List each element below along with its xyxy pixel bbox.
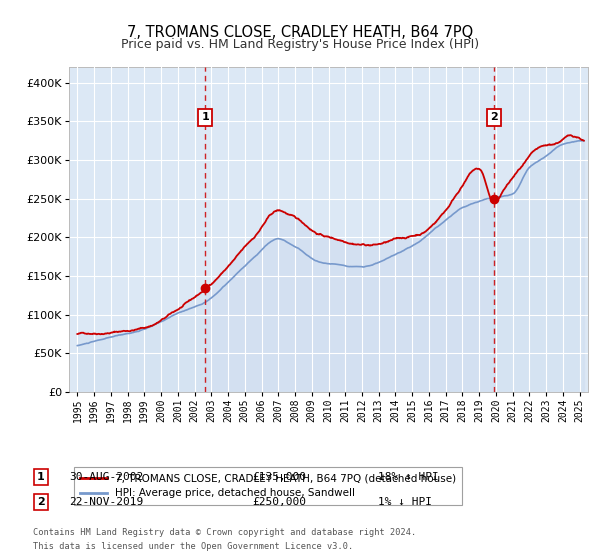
Text: 2: 2	[490, 113, 498, 123]
Text: This data is licensed under the Open Government Licence v3.0.: This data is licensed under the Open Gov…	[33, 542, 353, 550]
Text: 18% ↑ HPI: 18% ↑ HPI	[378, 472, 439, 482]
Text: 2: 2	[37, 497, 44, 507]
Text: 22-NOV-2019: 22-NOV-2019	[69, 497, 143, 507]
Text: £250,000: £250,000	[252, 497, 306, 507]
Text: 30-AUG-2002: 30-AUG-2002	[69, 472, 143, 482]
Text: 1: 1	[37, 472, 44, 482]
Text: Contains HM Land Registry data © Crown copyright and database right 2024.: Contains HM Land Registry data © Crown c…	[33, 528, 416, 536]
Text: £135,000: £135,000	[252, 472, 306, 482]
Legend: 7, TROMANS CLOSE, CRADLEY HEATH, B64 7PQ (detached house), HPI: Average price, d: 7, TROMANS CLOSE, CRADLEY HEATH, B64 7PQ…	[74, 467, 462, 505]
Text: 1: 1	[202, 113, 209, 123]
Text: Price paid vs. HM Land Registry's House Price Index (HPI): Price paid vs. HM Land Registry's House …	[121, 38, 479, 51]
Text: 1% ↓ HPI: 1% ↓ HPI	[378, 497, 432, 507]
Text: 7, TROMANS CLOSE, CRADLEY HEATH, B64 7PQ: 7, TROMANS CLOSE, CRADLEY HEATH, B64 7PQ	[127, 25, 473, 40]
